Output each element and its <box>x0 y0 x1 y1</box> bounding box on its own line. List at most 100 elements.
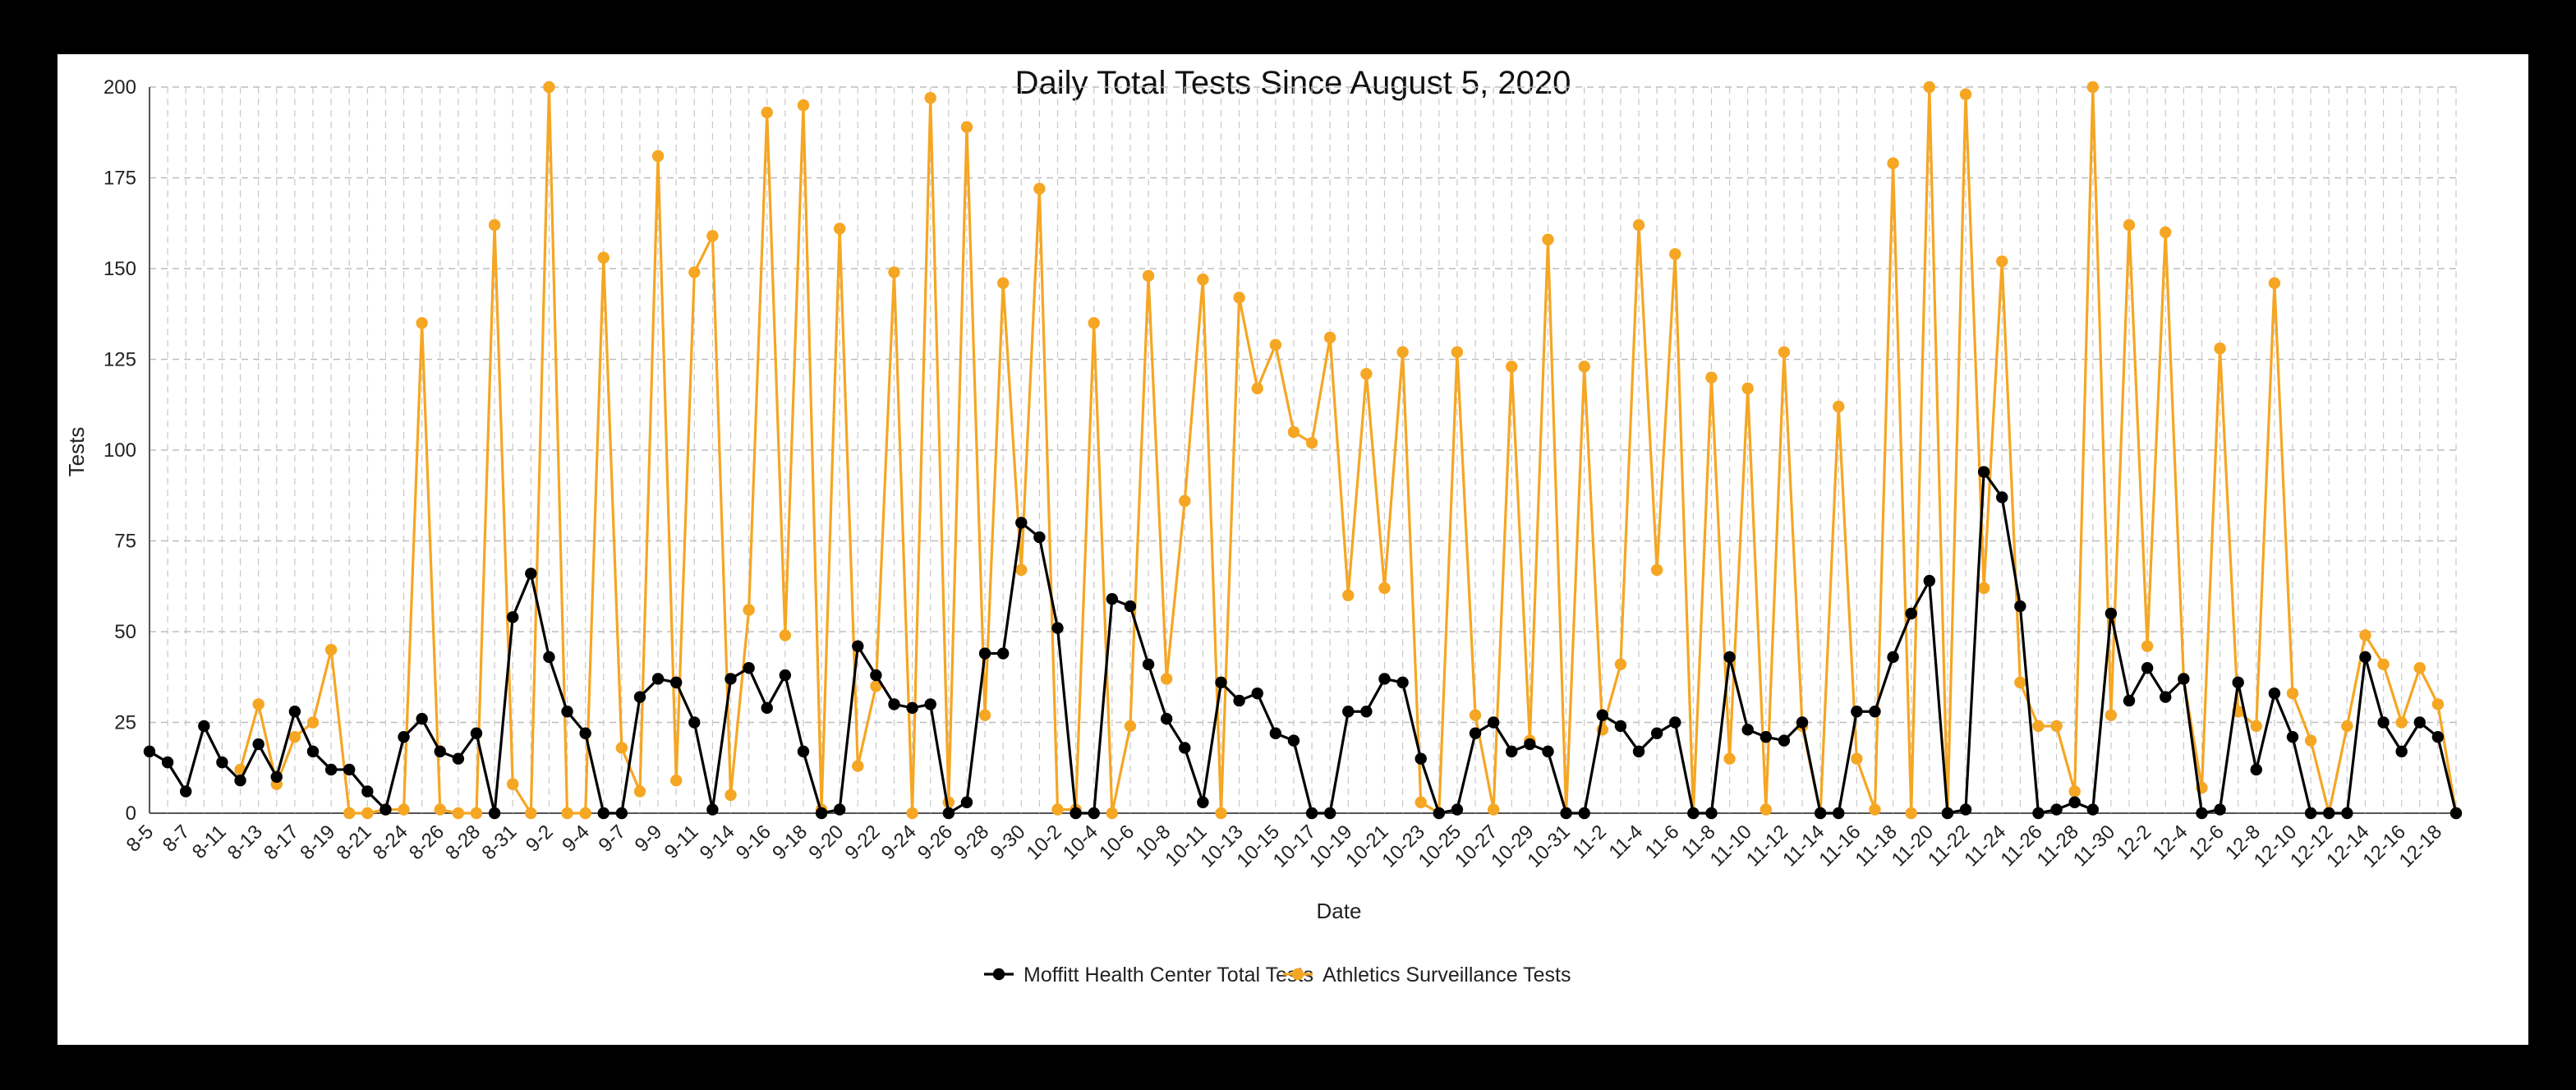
x-tick-label: 9-30 <box>986 821 1029 864</box>
data-point <box>1887 157 1899 170</box>
x-tick-label: 8-17 <box>260 821 303 864</box>
data-point <box>1506 745 1518 758</box>
data-point <box>1578 807 1590 820</box>
series-layer <box>143 80 2463 820</box>
data-point <box>1869 803 1881 816</box>
data-point <box>1814 807 1827 820</box>
data-point <box>2450 807 2463 820</box>
data-point <box>1033 531 1046 544</box>
data-point <box>2395 716 2408 729</box>
data-point <box>361 785 374 798</box>
data-point <box>380 803 392 816</box>
data-point <box>833 803 846 816</box>
data-point <box>724 789 737 802</box>
data-point <box>1197 796 1209 808</box>
data-point <box>343 807 356 820</box>
data-point <box>2068 796 2081 808</box>
data-point <box>1414 796 1427 808</box>
data-point <box>1760 730 1773 743</box>
data-point <box>1451 346 1464 358</box>
x-tick-label: 9-24 <box>877 821 921 864</box>
data-point <box>1560 807 1572 820</box>
data-point <box>288 706 301 718</box>
data-point <box>2178 673 2190 685</box>
data-point <box>1179 742 1191 754</box>
data-point <box>1578 361 1590 373</box>
data-point <box>1542 233 1554 246</box>
data-point <box>1269 727 1282 739</box>
data-point <box>398 803 410 816</box>
data-point <box>2160 226 2172 238</box>
data-point <box>2395 745 2408 758</box>
data-point <box>1233 292 1245 304</box>
data-point <box>669 676 683 689</box>
x-tick-label: 8-24 <box>369 821 412 864</box>
data-point <box>507 778 519 790</box>
data-point <box>1705 807 1718 820</box>
data-point <box>2431 698 2445 711</box>
data-point <box>2359 629 2371 642</box>
data-point <box>1179 494 1191 508</box>
data-point <box>870 680 882 692</box>
data-point <box>2141 662 2154 674</box>
x-tick-label: 9-28 <box>950 821 993 864</box>
data-point <box>324 643 338 656</box>
legend-label: Athletics Surveillance Tests <box>1322 964 1571 987</box>
data-point <box>1778 346 1791 358</box>
data-point <box>761 106 773 119</box>
y-tick-label: 25 <box>114 712 136 734</box>
data-point <box>1469 727 1482 739</box>
data-point <box>1287 734 1300 747</box>
data-point <box>1977 582 1990 595</box>
data-point <box>1833 807 1845 820</box>
data-point <box>1305 807 1318 820</box>
data-point <box>143 745 156 758</box>
data-point <box>1360 367 1373 380</box>
data-point <box>561 706 573 718</box>
data-point <box>434 745 446 758</box>
data-point <box>1487 716 1500 729</box>
data-point <box>1106 807 1119 820</box>
x-tick-label: 11-4 <box>1604 821 1647 863</box>
data-point <box>488 807 501 820</box>
x-tick-label: 8-13 <box>223 821 267 864</box>
data-point <box>1451 803 1464 816</box>
data-point <box>452 752 465 765</box>
data-point <box>324 763 338 776</box>
x-tick-label: 9-4 <box>558 821 594 857</box>
x-tick-label: 8-19 <box>296 821 339 864</box>
data-point <box>2377 658 2390 670</box>
data-point <box>1996 491 2008 504</box>
data-point <box>1723 752 1736 765</box>
data-point <box>252 738 264 751</box>
data-point <box>1614 658 1627 670</box>
legend-label: Moffitt Health Center Total Tests <box>1024 964 1313 987</box>
data-point <box>960 796 973 808</box>
x-tick-label: 9-26 <box>913 821 957 864</box>
data-point <box>1160 712 1173 725</box>
data-point <box>597 807 610 820</box>
data-point <box>234 775 246 787</box>
data-point <box>978 709 991 721</box>
data-point <box>180 785 192 798</box>
data-point <box>434 803 446 816</box>
data-point <box>1160 673 1173 685</box>
data-point <box>1778 734 1791 747</box>
x-tick-label: 11-12 <box>1742 821 1792 871</box>
data-point <box>1741 382 1754 395</box>
x-tick-label: 8-28 <box>441 821 485 864</box>
data-point <box>1215 676 1227 689</box>
x-tick-label: 9-20 <box>804 821 848 864</box>
y-tick-label: 200 <box>104 76 136 99</box>
data-point <box>960 121 973 133</box>
data-point <box>452 807 465 820</box>
data-point <box>633 785 646 798</box>
data-point <box>1033 182 1046 195</box>
data-point <box>2123 694 2136 707</box>
data-point <box>1833 400 1845 413</box>
x-tick-label: 9-16 <box>732 821 775 864</box>
data-point <box>1996 255 2008 268</box>
data-point <box>2286 687 2299 700</box>
line-chart: Daily Total Tests Since August 5, 2020 0… <box>64 65 2463 987</box>
data-point <box>888 266 900 278</box>
